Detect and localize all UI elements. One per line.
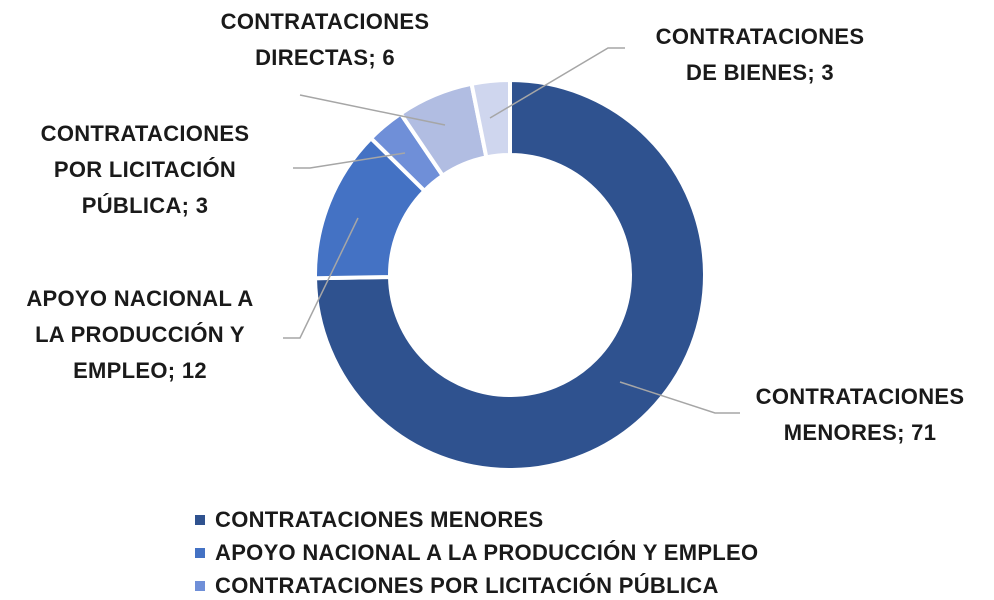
data-label: CONTRATACIONES MENORES; 71	[740, 379, 980, 451]
leader-line	[299, 94, 446, 126]
data-label: CONTRATACIONES DIRECTAS; 6	[205, 4, 445, 76]
legend-swatch	[195, 548, 205, 558]
data-label: APOYO NACIONAL A LA PRODUCCIÓN Y EMPLEO;…	[20, 281, 260, 389]
label-separator: ;	[897, 420, 912, 445]
label-separator: ;	[167, 358, 182, 383]
leader-line	[283, 217, 359, 339]
label-category: CONTRATACIONES DIRECTAS	[220, 9, 430, 70]
label-value: 3	[195, 193, 209, 218]
legend-swatch	[195, 515, 205, 525]
label-separator: ;	[181, 193, 196, 218]
label-value: 71	[911, 420, 937, 445]
donut-segment	[469, 77, 512, 160]
label-category: CONTRATACIONES POR LICITACIÓN PÚBLICA	[40, 121, 250, 218]
label-category: APOYO NACIONAL A LA PRODUCCIÓN Y EMPLEO	[26, 286, 254, 383]
data-label: CONTRATACIONES POR LICITACIÓN PÚBLICA; 3	[25, 116, 265, 224]
leader-line	[619, 381, 740, 414]
legend-swatch	[195, 581, 205, 591]
donut-segment	[312, 77, 707, 472]
leader-line	[293, 152, 406, 169]
legend-label: CONTRATACIONES MENORES	[215, 507, 543, 532]
label-category: CONTRATACIONES MENORES	[755, 384, 965, 445]
data-label: CONTRATACIONES DE BIENES; 3	[640, 19, 880, 91]
legend-label: APOYO NACIONAL A LA PRODUCCIÓN Y EMPLEO	[215, 540, 758, 565]
label-value: 12	[181, 358, 207, 383]
label-separator: ;	[368, 45, 383, 70]
label-value: 3	[821, 60, 834, 85]
label-separator: ;	[807, 60, 822, 85]
legend-label: CONTRATACIONES POR LICITACIÓN PÚBLICA	[215, 573, 719, 598]
leader-line	[489, 47, 625, 119]
label-category: CONTRATACIONES DE BIENES	[655, 24, 865, 85]
label-value: 6	[382, 45, 395, 70]
